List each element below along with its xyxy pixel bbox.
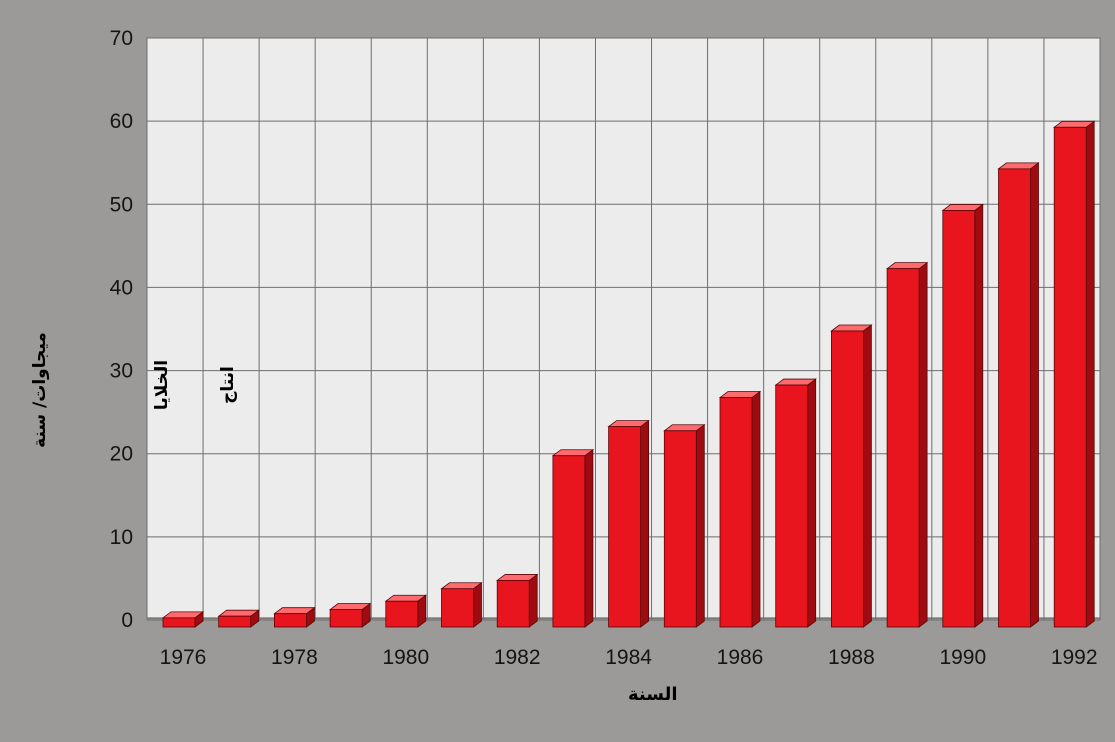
x-tick-label: 1976 — [160, 646, 207, 669]
x-tick-label: 1986 — [717, 646, 764, 669]
bar — [830, 324, 873, 628]
bar-front — [329, 609, 363, 628]
y-tick-label: 20 — [110, 443, 133, 466]
bar-side — [918, 261, 928, 628]
bar — [273, 606, 316, 628]
bar-front — [441, 588, 474, 628]
bar-front — [385, 600, 419, 628]
bar — [941, 203, 984, 628]
bar — [384, 594, 427, 628]
bars — [161, 120, 1096, 628]
bar-side — [751, 390, 761, 628]
y-tick-label: 30 — [110, 360, 133, 383]
y-tick-label: 50 — [110, 193, 133, 216]
x-tick-label: 1984 — [605, 646, 652, 669]
bar-front — [719, 397, 753, 628]
bar-side — [695, 423, 705, 628]
bar-front — [886, 268, 920, 628]
x-tick-label: 1990 — [939, 646, 986, 669]
bar — [663, 423, 706, 628]
bar-side — [473, 581, 482, 628]
bar-side — [863, 324, 872, 628]
bar — [440, 581, 483, 628]
y-axis-ticks: 0 10 20 30 40 50 60 70 — [110, 27, 133, 632]
bar-front — [1053, 126, 1087, 628]
bar-front — [663, 430, 697, 628]
bar-front — [162, 617, 196, 628]
x-tick-label: 1980 — [382, 646, 429, 669]
bar-side — [807, 378, 817, 628]
x-tick-label: 1988 — [828, 646, 875, 669]
bar — [885, 261, 929, 628]
bar — [774, 378, 817, 628]
y-axis-annotation-production: انتاج — [218, 366, 238, 404]
bar — [551, 448, 595, 628]
bar — [1052, 120, 1096, 628]
bar — [607, 419, 650, 628]
bar-front — [218, 615, 252, 628]
bar-side — [584, 448, 594, 628]
bar-side — [640, 419, 649, 628]
y-tick-label: 40 — [110, 276, 133, 299]
y-tick-label: 10 — [110, 526, 133, 549]
bar-front — [496, 580, 530, 628]
x-tick-label: 1992 — [1051, 646, 1098, 669]
x-axis-label: السنة — [628, 684, 678, 705]
bar-front — [998, 168, 1031, 628]
bar-side — [974, 203, 984, 628]
x-axis-ticks: 1976 1978 1980 1982 1984 1986 1988 1990 1992 — [160, 646, 1098, 669]
y-axis-annotation-cells: الخلايا — [152, 359, 172, 411]
bar-front — [775, 384, 809, 628]
bar-side — [1085, 120, 1095, 628]
y-tick-label: 70 — [110, 27, 133, 50]
bar-front — [273, 613, 307, 628]
bar — [217, 609, 260, 628]
bar — [161, 611, 205, 628]
x-tick-label: 1978 — [271, 646, 318, 669]
bar — [718, 390, 762, 628]
bar-front — [831, 330, 864, 628]
grid — [146, 37, 1101, 621]
bar-side — [1030, 162, 1039, 628]
bar — [997, 162, 1040, 628]
bar-front — [552, 455, 586, 628]
x-tick-label: 1982 — [494, 646, 541, 669]
y-axis-label: ميجاوات/ سنة — [30, 332, 50, 448]
y-tick-label: 60 — [110, 110, 133, 133]
bar — [328, 602, 372, 628]
bar-front — [942, 210, 976, 628]
bar-front — [608, 426, 641, 628]
bar — [496, 573, 539, 628]
y-tick-label: 0 — [121, 609, 133, 632]
bar-side — [528, 573, 538, 628]
